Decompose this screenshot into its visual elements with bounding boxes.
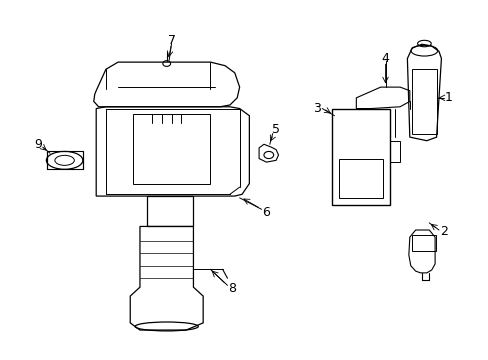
Bar: [411, 69, 436, 134]
Text: 2: 2: [439, 225, 447, 238]
Bar: [132, 114, 210, 184]
Bar: [331, 109, 389, 205]
Text: 3: 3: [313, 102, 321, 115]
Bar: [339, 158, 382, 198]
Text: 7: 7: [167, 34, 175, 47]
Text: 8: 8: [228, 283, 236, 296]
Bar: [389, 141, 399, 162]
Text: 4: 4: [381, 52, 388, 65]
Bar: [46, 152, 83, 169]
Text: 1: 1: [444, 91, 452, 104]
Text: 5: 5: [271, 123, 280, 136]
Text: 9: 9: [34, 138, 41, 151]
Text: 6: 6: [262, 206, 270, 219]
Bar: [411, 235, 435, 251]
Bar: [147, 196, 193, 226]
